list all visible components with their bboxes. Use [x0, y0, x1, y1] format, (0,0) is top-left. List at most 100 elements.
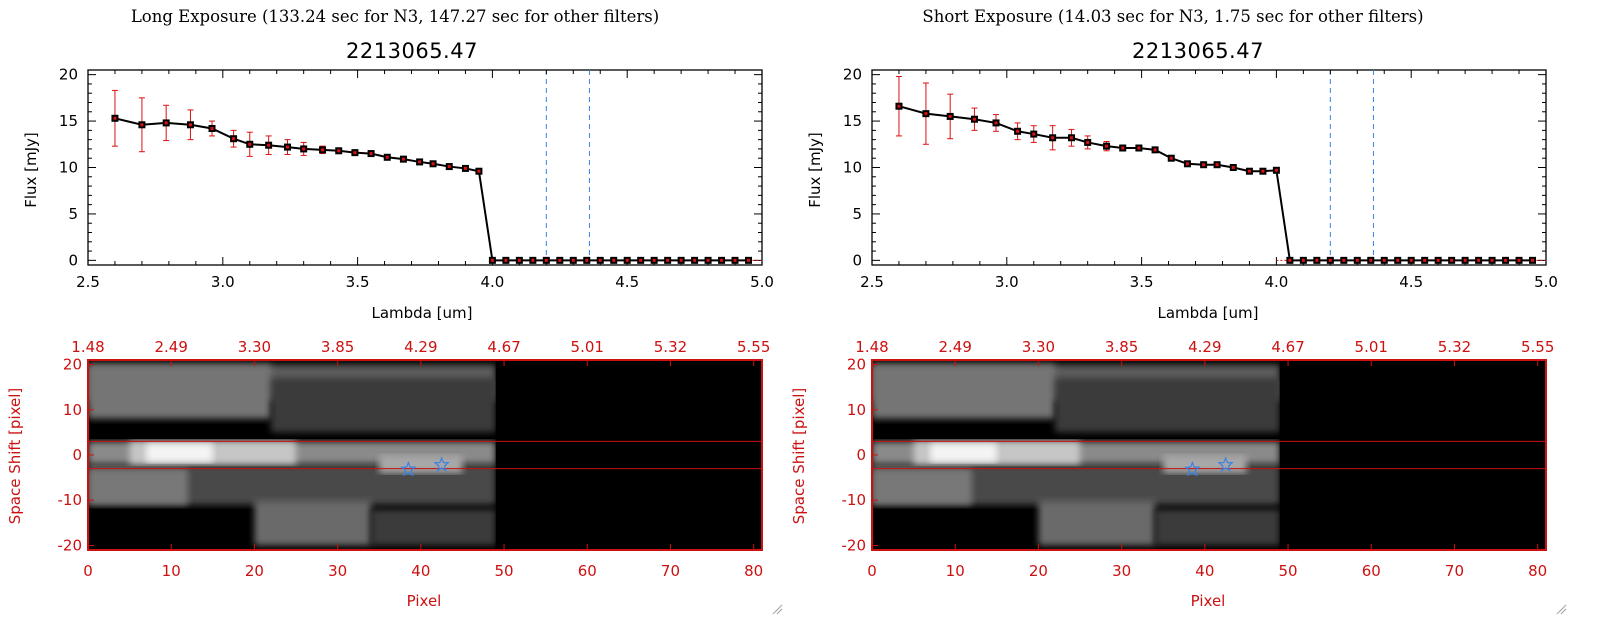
- top-tick-label: 5.55: [737, 338, 770, 356]
- data-point-core: [558, 258, 562, 262]
- x-tick-label: 20: [1029, 562, 1048, 580]
- x-tick-label: 4.0: [1264, 273, 1288, 291]
- y-tick-label: 15: [843, 112, 862, 130]
- x-tick-label: 60: [1362, 562, 1381, 580]
- data-point-core: [1504, 258, 1508, 262]
- y-tick-label: 0: [72, 446, 82, 464]
- source-star-marker: [400, 460, 417, 477]
- data-point-core: [733, 258, 737, 262]
- data-point-core: [1185, 162, 1189, 166]
- data-point-core: [504, 258, 508, 262]
- image-region: [872, 468, 972, 505]
- data-point-core: [401, 157, 405, 161]
- x-tick-label: 3.5: [346, 273, 370, 291]
- data-point-core: [1382, 258, 1386, 262]
- top-tick-label: 3.85: [1105, 338, 1138, 356]
- data-point-core: [463, 166, 467, 170]
- top-tick-label: 5.55: [1521, 338, 1554, 356]
- x-tick-label: 80: [744, 562, 763, 580]
- short-exposure-image: 0 10 20 30 40 50 60 70 80 1.48 2.49 3.30 3.85 4.29 4.6…: [842, 338, 1555, 580]
- x-tick-label: 5.0: [750, 273, 774, 291]
- image-region: [88, 364, 272, 419]
- top-tick-label: 2.49: [155, 338, 188, 356]
- y-tick-label: 20: [63, 356, 82, 374]
- masked-region: [1279, 360, 1546, 550]
- data-point-core: [248, 142, 252, 146]
- data-point-core: [321, 148, 325, 152]
- data-point-core: [1328, 258, 1332, 262]
- data-point-core: [1369, 258, 1373, 262]
- data-point-core: [337, 149, 341, 153]
- y-tick-label: 0: [856, 446, 866, 464]
- data-point-core: [1070, 136, 1074, 140]
- short-plot-title: 2213065.47: [1132, 39, 1264, 63]
- short-img-xlabel: Pixel: [1191, 592, 1226, 610]
- short-ylabel: Flux [mJy]: [806, 132, 824, 208]
- data-point-core: [1409, 258, 1413, 262]
- data-point-core: [1261, 169, 1265, 173]
- data-point-core: [210, 127, 214, 130]
- data-point-core: [1032, 132, 1036, 136]
- y-tick-label: -20: [58, 536, 83, 554]
- long-xlabel: Lambda [um]: [372, 304, 473, 322]
- data-point-core: [1137, 146, 1141, 150]
- x-tick-label: 0: [83, 562, 93, 580]
- y-tick-label: -10: [842, 491, 867, 509]
- source-star-marker: [433, 456, 450, 472]
- data-point-core: [1490, 258, 1494, 262]
- data-point-core: [1315, 258, 1319, 262]
- data-point-core: [353, 151, 357, 155]
- image-region: [1163, 455, 1247, 474]
- image-region: [930, 443, 997, 462]
- x-tick-label: 30: [1112, 562, 1131, 580]
- data-point-core: [747, 258, 751, 262]
- y-tick-label: 10: [59, 159, 78, 177]
- long-ylabel: Flux [mJy]: [22, 132, 40, 208]
- data-point-core: [544, 258, 548, 262]
- x-tick-label: 3.0: [211, 273, 235, 291]
- image-region: [872, 364, 1056, 419]
- top-tick-label: 4.67: [487, 338, 520, 356]
- y-tick-label: -20: [842, 536, 867, 554]
- data-point-core: [972, 117, 976, 121]
- data-point-core: [1355, 258, 1359, 262]
- resize-grip-icon[interactable]: [1556, 604, 1567, 615]
- long-img-ylabel: Space Shift [pixel]: [6, 388, 24, 525]
- data-point-core: [140, 123, 144, 127]
- data-point-core: [1517, 258, 1521, 262]
- plot-frame: [871, 69, 1547, 266]
- x-tick-label: 20: [245, 562, 264, 580]
- x-tick-label: 40: [411, 562, 430, 580]
- data-point-core: [994, 121, 998, 125]
- resize-grip-icon[interactable]: [772, 604, 783, 615]
- image-region: [254, 500, 371, 546]
- data-point-core: [1342, 258, 1346, 262]
- x-tick-label: 30: [328, 562, 347, 580]
- y-tick-label: 10: [847, 401, 866, 419]
- data-point-core: [447, 165, 451, 169]
- data-point-core: [1396, 258, 1400, 262]
- x-tick-label: 3.5: [1130, 273, 1154, 291]
- data-point-core: [1202, 163, 1206, 167]
- data-series-line: [898, 105, 1533, 262]
- top-tick-label: 2.49: [939, 338, 972, 356]
- x-tick-label: 3.0: [995, 273, 1019, 291]
- y-tick-label: 0: [68, 251, 78, 269]
- x-tick-label: 70: [661, 562, 680, 580]
- data-point-core: [948, 114, 952, 118]
- short-exposure-heading: Short Exposure (14.03 sec for N3, 1.75 s…: [922, 7, 1423, 26]
- x-tick-label: 0: [867, 562, 877, 580]
- top-tick-label: 1.48: [855, 338, 888, 356]
- y-tick-label: 10: [63, 401, 82, 419]
- data-point-core: [612, 258, 616, 262]
- data-point-core: [706, 258, 710, 262]
- x-tick-label: 2.5: [76, 273, 100, 291]
- top-tick-label: 5.01: [1355, 338, 1388, 356]
- data-point-core: [1086, 140, 1090, 144]
- source-star-marker: [1184, 460, 1201, 477]
- plot-frame: [87, 69, 763, 266]
- x-tick-label: 2.5: [860, 273, 884, 291]
- top-tick-label: 5.32: [1438, 338, 1471, 356]
- x-tick-label: 4.0: [480, 273, 504, 291]
